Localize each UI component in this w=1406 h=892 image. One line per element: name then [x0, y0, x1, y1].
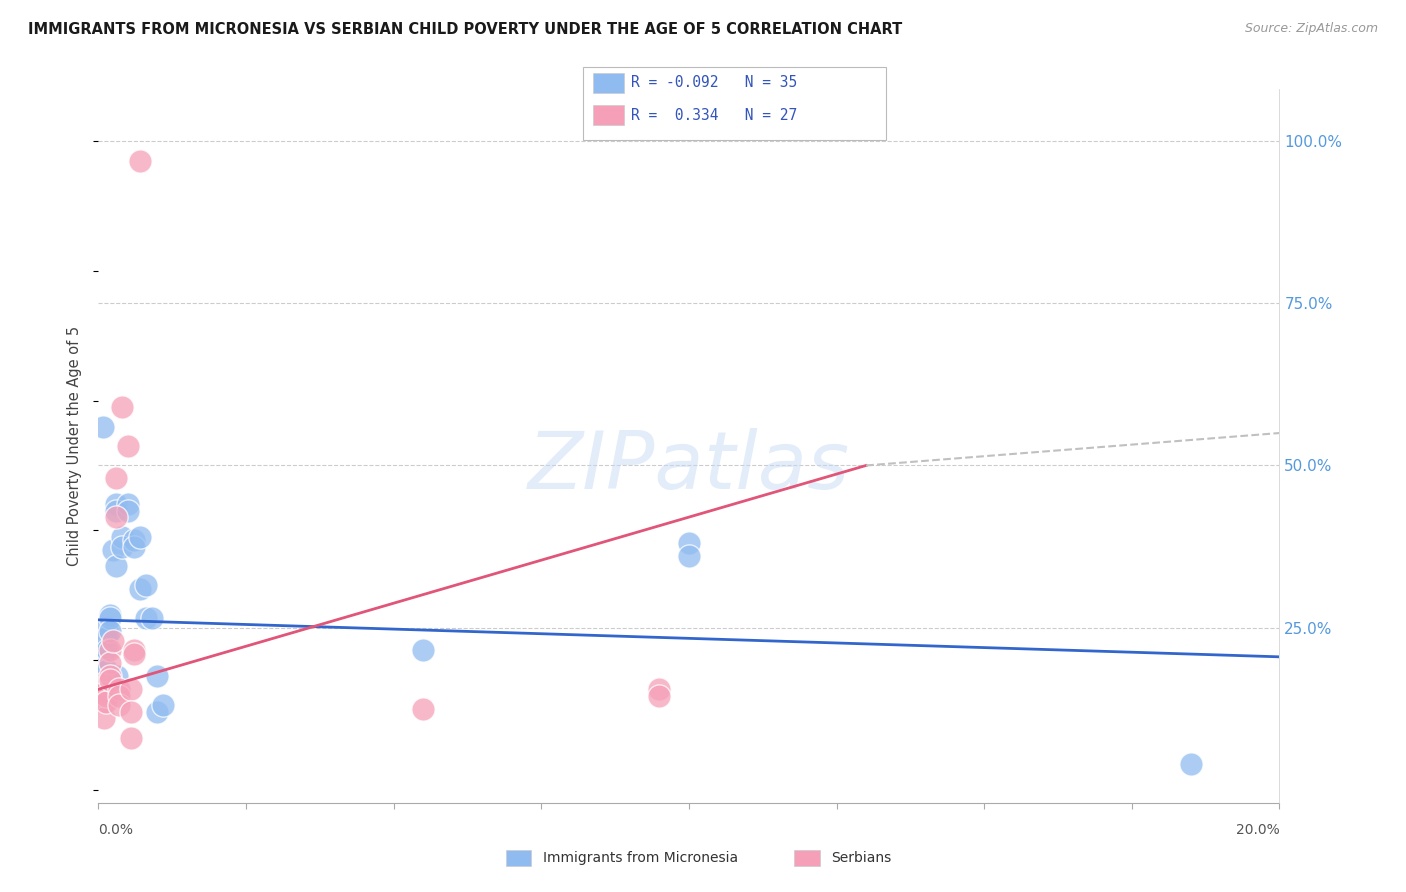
Point [122, 533, 145, 547]
Point [1180, 756, 1202, 771]
Point [108, 698, 131, 713]
Point [93, 631, 115, 645]
Point [128, 530, 150, 544]
Point [98, 673, 121, 687]
Point [93, 711, 115, 725]
Point [96, 621, 118, 635]
Point [93, 643, 115, 657]
Point [98, 669, 121, 683]
Point [98, 624, 121, 638]
Y-axis label: Child Poverty Under the Age of 5: Child Poverty Under the Age of 5 [67, 326, 83, 566]
Point [96, 663, 118, 677]
Point [146, 705, 169, 719]
Point [98, 643, 121, 657]
Point [93, 673, 115, 687]
Point [117, 497, 139, 511]
Text: R = -0.092   N = 35: R = -0.092 N = 35 [631, 76, 797, 90]
Point [117, 439, 139, 453]
Point [678, 549, 700, 564]
Point [146, 669, 169, 683]
Point [94, 695, 117, 709]
Point [122, 643, 145, 657]
Text: Serbians: Serbians [831, 851, 891, 865]
Point [105, 471, 128, 485]
Point [93, 695, 115, 709]
Text: Source: ZipAtlas.com: Source: ZipAtlas.com [1244, 22, 1378, 36]
Point [105, 559, 128, 574]
Text: 0.0%: 0.0% [98, 823, 134, 837]
Point [111, 540, 134, 554]
Point [96, 631, 118, 645]
Text: IMMIGRANTS FROM MICRONESIA VS SERBIAN CHILD POVERTY UNDER THE AGE OF 5 CORRELATI: IMMIGRANTS FROM MICRONESIA VS SERBIAN CH… [28, 22, 903, 37]
Point [122, 647, 145, 661]
Point [122, 540, 145, 554]
Point [135, 611, 157, 625]
Point [120, 705, 142, 719]
Point [117, 504, 139, 518]
Text: 20.0%: 20.0% [1236, 823, 1279, 837]
Point [105, 669, 128, 683]
Text: Immigrants from Micronesia: Immigrants from Micronesia [543, 851, 738, 865]
Point [678, 536, 700, 550]
Point [105, 510, 128, 524]
Point [648, 682, 671, 697]
Point [105, 504, 128, 518]
Point [103, 633, 125, 648]
Point [648, 689, 671, 703]
Point [94, 689, 117, 703]
Point [111, 530, 134, 544]
Point [135, 578, 157, 592]
Point [412, 702, 434, 716]
Text: R =  0.334   N = 27: R = 0.334 N = 27 [631, 108, 797, 122]
Point [120, 682, 142, 697]
Point [98, 611, 121, 625]
Point [108, 689, 131, 703]
Point [98, 607, 121, 622]
Point [98, 657, 121, 671]
Point [91, 419, 114, 434]
Point [120, 731, 142, 745]
Point [108, 682, 131, 697]
Point [105, 497, 128, 511]
Point [103, 542, 125, 557]
Point [128, 153, 150, 168]
Point [152, 698, 174, 713]
Point [96, 643, 118, 657]
Point [412, 643, 434, 657]
Point [93, 685, 115, 699]
Text: ZIPatlas: ZIPatlas [527, 428, 851, 507]
Point [141, 611, 163, 625]
Point [93, 659, 115, 673]
Point [111, 400, 134, 414]
Point [128, 582, 150, 596]
Point [93, 675, 115, 690]
